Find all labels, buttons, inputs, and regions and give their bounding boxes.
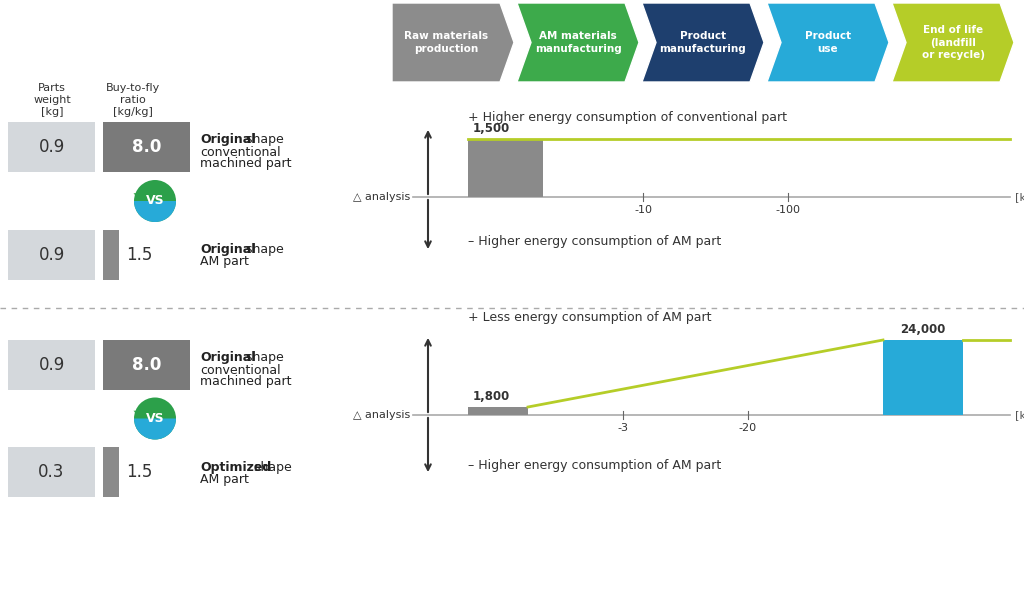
Text: 1,800: 1,800 bbox=[473, 390, 510, 403]
Polygon shape bbox=[767, 3, 889, 82]
Text: 1.5: 1.5 bbox=[126, 463, 153, 481]
Wedge shape bbox=[134, 419, 176, 439]
Text: 0.9: 0.9 bbox=[38, 246, 65, 264]
Text: + Higher energy consumption of conventional part: + Higher energy consumption of conventio… bbox=[468, 111, 787, 123]
Text: conventional: conventional bbox=[200, 145, 281, 159]
Circle shape bbox=[134, 180, 176, 222]
FancyBboxPatch shape bbox=[468, 139, 543, 197]
Text: Buy-to-fly
ratio
[kg/kg]: Buy-to-fly ratio [kg/kg] bbox=[105, 83, 160, 117]
FancyBboxPatch shape bbox=[883, 340, 963, 415]
Text: Raw materials
production: Raw materials production bbox=[403, 31, 488, 54]
Text: – Higher energy consumption of AM part: – Higher energy consumption of AM part bbox=[468, 459, 721, 471]
Text: Optimized: Optimized bbox=[200, 460, 271, 474]
Text: Product
manufacturing: Product manufacturing bbox=[659, 31, 746, 54]
Text: AM part: AM part bbox=[200, 473, 249, 485]
Text: △ analysis: △ analysis bbox=[352, 410, 410, 420]
Text: Parts
weight
[kg]: Parts weight [kg] bbox=[33, 83, 71, 117]
Polygon shape bbox=[133, 411, 160, 427]
Text: machined part: machined part bbox=[200, 157, 292, 171]
Text: 0.9: 0.9 bbox=[38, 138, 65, 156]
Text: – Higher energy consumption of AM part: – Higher energy consumption of AM part bbox=[468, 235, 721, 249]
Polygon shape bbox=[517, 3, 639, 82]
Text: 8.0: 8.0 bbox=[132, 138, 161, 156]
Text: VS: VS bbox=[145, 412, 164, 425]
Text: shape: shape bbox=[250, 460, 291, 474]
Text: △ analysis: △ analysis bbox=[352, 192, 410, 202]
FancyBboxPatch shape bbox=[103, 447, 119, 497]
Text: + Less energy consumption of AM part: + Less energy consumption of AM part bbox=[468, 312, 712, 324]
Text: Product
use: Product use bbox=[805, 31, 851, 54]
Text: Original: Original bbox=[200, 352, 255, 364]
Polygon shape bbox=[642, 3, 764, 82]
Text: -100: -100 bbox=[775, 205, 801, 215]
Text: 0.9: 0.9 bbox=[38, 356, 65, 374]
Text: Original: Original bbox=[200, 243, 255, 257]
Text: -3: -3 bbox=[617, 423, 629, 433]
Text: [kWh]: [kWh] bbox=[1015, 410, 1024, 420]
Text: 1,500: 1,500 bbox=[473, 122, 510, 135]
Text: -10: -10 bbox=[634, 205, 652, 215]
Text: 1.5: 1.5 bbox=[126, 246, 153, 264]
Text: Original: Original bbox=[200, 134, 255, 146]
Text: End of life
(landfill
or recycle): End of life (landfill or recycle) bbox=[922, 25, 984, 60]
Text: [kWh]: [kWh] bbox=[1015, 192, 1024, 202]
Polygon shape bbox=[892, 3, 1014, 82]
FancyBboxPatch shape bbox=[103, 230, 119, 280]
Text: shape: shape bbox=[242, 134, 284, 146]
Text: shape: shape bbox=[242, 243, 284, 257]
FancyBboxPatch shape bbox=[103, 340, 190, 390]
Text: AM materials
manufacturing: AM materials manufacturing bbox=[535, 31, 622, 54]
Text: shape: shape bbox=[242, 352, 284, 364]
Text: 24,000: 24,000 bbox=[900, 323, 946, 336]
FancyBboxPatch shape bbox=[8, 122, 95, 172]
Text: -20: -20 bbox=[739, 423, 757, 433]
Text: conventional: conventional bbox=[200, 364, 281, 376]
Text: AM part: AM part bbox=[200, 255, 249, 269]
Wedge shape bbox=[134, 201, 176, 222]
Text: VS: VS bbox=[145, 194, 164, 208]
Polygon shape bbox=[392, 3, 514, 82]
Text: 8.0: 8.0 bbox=[132, 356, 161, 374]
Text: machined part: machined part bbox=[200, 376, 292, 388]
FancyBboxPatch shape bbox=[103, 122, 190, 172]
Text: 0.3: 0.3 bbox=[38, 463, 65, 481]
Polygon shape bbox=[133, 193, 160, 209]
FancyBboxPatch shape bbox=[8, 447, 95, 497]
FancyBboxPatch shape bbox=[8, 230, 95, 280]
FancyBboxPatch shape bbox=[8, 340, 95, 390]
Circle shape bbox=[134, 397, 176, 439]
FancyBboxPatch shape bbox=[468, 407, 528, 415]
